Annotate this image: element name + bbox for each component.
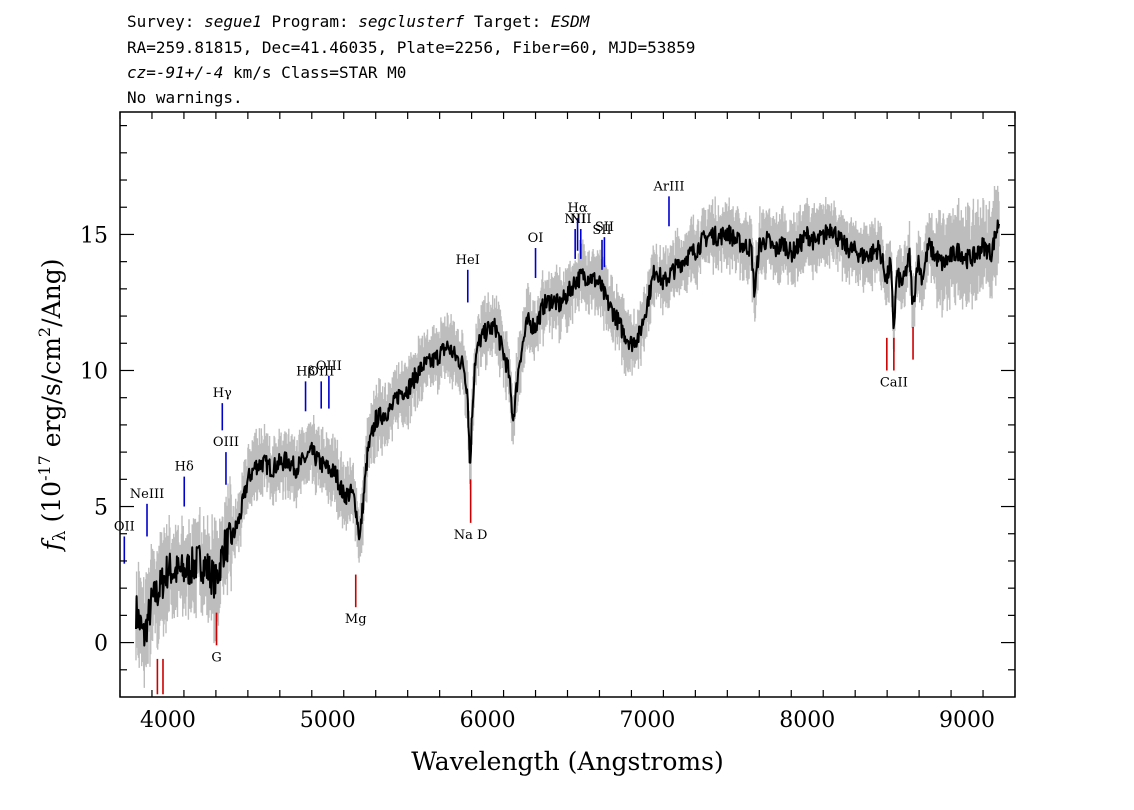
survey-name: segue1 — [204, 12, 262, 31]
x-axis-title: Wavelength (Angstroms) — [411, 747, 723, 776]
x-tick-label: 5000 — [300, 708, 356, 733]
emission-line-label: SII — [595, 220, 614, 235]
program-label: Program: — [271, 12, 349, 31]
y-title-lambda: λ — [50, 530, 70, 541]
header-redshift-line: cz=-91+/-4 km/s Class=STAR M0 — [127, 63, 406, 82]
y-title-end: /Ang) — [37, 259, 66, 327]
survey-label: Survey: — [127, 12, 195, 31]
absorption-line-label: Na D — [454, 528, 488, 543]
plot-frame — [119, 111, 1016, 698]
absorption-line-label: Mg — [345, 612, 367, 627]
emission-line-label: NII — [570, 212, 592, 227]
x-tick-label: 9000 — [939, 708, 995, 733]
emission-line-label: Hγ — [213, 386, 232, 401]
cz-label: cz= — [127, 63, 156, 82]
y-title-sq: 2 — [35, 327, 54, 337]
cz-value: -91+/-4 — [155, 63, 224, 82]
y-tick-label: 0 — [94, 632, 108, 657]
cz-unit-class: km/s Class=STAR M0 — [223, 63, 407, 82]
emission-line-label: Hα — [568, 201, 588, 216]
emission-line-label: OIII — [213, 435, 239, 450]
header-coords-line: RA=259.81815, Dec=41.46035, Plate=2256, … — [127, 38, 696, 57]
emission-line-label: NII — [564, 212, 586, 227]
flux-line — [135, 219, 1000, 647]
emission-line-label: ArIII — [652, 179, 684, 194]
program-name: segclusterf — [358, 12, 465, 31]
emission-line-label: Hβ — [296, 364, 315, 379]
y-title-prefix: (10 — [37, 481, 66, 531]
y-tick-label: 5 — [94, 496, 108, 521]
absorption-line-label: CaII — [880, 375, 908, 390]
y-tick-label: 15 — [80, 223, 108, 248]
y-title-f: f — [37, 537, 66, 552]
y-title-units: erg/s/cm — [37, 337, 66, 455]
emission-line-label: NeIII — [130, 487, 164, 502]
emission-line-label: OIII — [316, 359, 342, 374]
emission-line-label: Hδ — [175, 460, 194, 475]
x-tick-label: 7000 — [619, 708, 675, 733]
line-markers-layer: OIINeIIIHδHγOIIIHβOIIIOIIIHeIOINIIHαNIIS… — [114, 179, 914, 695]
y-axis-title: fλ (10-17 erg/s/cm2/Ang) — [35, 259, 70, 553]
emission-line-label: HeI — [456, 253, 480, 268]
y-tick-label: 10 — [80, 359, 108, 384]
header-warnings-line: No warnings. — [127, 88, 243, 107]
target-label: Target: — [473, 12, 542, 31]
header-survey-line: Survey: segue1 Program: segclusterf Targ… — [127, 12, 589, 31]
emission-line-label: SII — [592, 223, 611, 238]
emission-line-label: OII — [114, 519, 135, 534]
emission-line-label: OI — [528, 231, 544, 246]
axes-layer: 4000 5000 6000 7000 8000 9000 0 5 10 15 — [80, 111, 1016, 733]
x-tick-label: 4000 — [140, 708, 196, 733]
target-name: ESDM — [550, 12, 590, 31]
x-tick-label: 8000 — [779, 708, 835, 733]
absorption-line-label: G — [211, 650, 221, 665]
y-title-exp: -17 — [35, 455, 54, 481]
emission-line-label: OIII — [308, 364, 334, 379]
flux-layer — [135, 219, 1000, 647]
x-tick-label: 6000 — [460, 708, 516, 733]
